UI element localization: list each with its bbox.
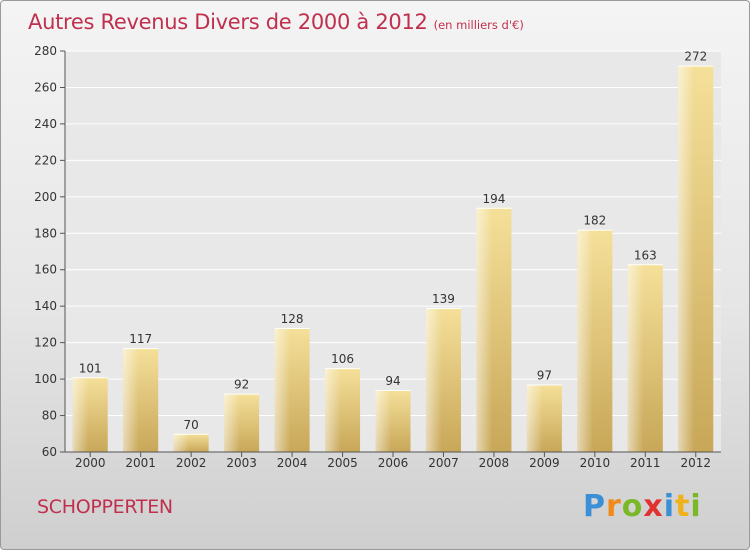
logo-letter: i xyxy=(663,489,676,524)
x-tick-label: 2006 xyxy=(378,456,409,470)
bar-highlight xyxy=(577,229,594,452)
y-tick-label: 100 xyxy=(34,372,57,386)
value-label: 97 xyxy=(537,369,552,383)
logo-letter: P xyxy=(583,489,606,524)
x-axis: 2000 2001 2002 2003 2004 2005 2006 2007 2008 2009… xyxy=(65,451,721,470)
value-label: 106 xyxy=(331,352,354,366)
y-tick-label: 240 xyxy=(34,117,57,131)
y-tick-label: 260 xyxy=(34,80,57,94)
value-label: 163 xyxy=(634,248,657,262)
x-tick-label: 2008 xyxy=(479,456,510,470)
x-tick-label: 2002 xyxy=(176,456,207,470)
bar-highlight xyxy=(526,384,543,452)
bar-highlight xyxy=(274,328,291,452)
value-label: 70 xyxy=(184,418,199,432)
bar-highlight xyxy=(627,264,644,452)
logo-letter: t xyxy=(675,489,691,524)
value-label: 182 xyxy=(583,214,606,228)
value-label: 128 xyxy=(281,312,304,326)
bar-highlight xyxy=(224,393,240,452)
y-tick-label: 120 xyxy=(34,336,57,350)
x-tick-label: 2011 xyxy=(630,456,661,470)
y-tick-label: 280 xyxy=(34,44,57,58)
value-label: 94 xyxy=(385,374,400,388)
y-axis: 60 80 100 120 140 160 180 200 220 240 260 280 xyxy=(34,44,66,459)
bar-highlight xyxy=(476,207,493,452)
logo-letter: x xyxy=(643,489,664,524)
bar-highlight xyxy=(425,308,442,452)
bar-highlight xyxy=(678,65,695,452)
x-tick-label: 2000 xyxy=(75,456,106,470)
bar-highlight xyxy=(72,377,89,452)
x-tick-label: 2010 xyxy=(580,456,611,470)
x-tick-label: 2003 xyxy=(226,456,257,470)
x-tick-label: 2007 xyxy=(428,456,459,470)
y-tick-label: 220 xyxy=(34,153,57,167)
y-tick-label: 80 xyxy=(42,409,57,423)
value-label: 92 xyxy=(234,378,249,392)
logo-letter: r xyxy=(606,489,622,524)
y-tick-label: 180 xyxy=(34,226,57,240)
commune-name: SCHOPPERTEN xyxy=(37,496,173,518)
x-tick-label: 2005 xyxy=(327,456,358,470)
value-label: 117 xyxy=(129,332,152,346)
bar-highlight xyxy=(173,433,190,452)
bar-highlight xyxy=(375,390,392,452)
y-tick-label: 160 xyxy=(34,263,57,277)
value-label: 194 xyxy=(482,192,505,206)
y-tick-label: 60 xyxy=(42,445,57,459)
title-text: Autres Revenus Divers de 2000 à 2012 xyxy=(28,10,428,34)
y-tick-label: 200 xyxy=(34,190,57,204)
value-label: 101 xyxy=(79,361,102,375)
chart-subtitle: (en milliers d'€) xyxy=(433,18,524,32)
value-label: 272 xyxy=(684,50,707,64)
value-labels: 101 117 70 92 128 106 94 139 194 97 182 163 272 xyxy=(79,50,707,432)
value-label: 139 xyxy=(432,292,455,306)
x-tick-label: 2004 xyxy=(277,456,308,470)
x-tick-label: 2012 xyxy=(680,456,711,470)
x-tick-label: 2001 xyxy=(125,456,156,470)
x-tick-label: 2009 xyxy=(529,456,560,470)
logo-letter: o xyxy=(621,489,644,524)
bar-highlight xyxy=(123,348,139,452)
bars xyxy=(72,65,714,452)
logo-letter: i xyxy=(690,489,702,524)
proxiti-logo: Proxiti xyxy=(583,489,702,524)
y-tick-label: 140 xyxy=(34,299,57,313)
bar-highlight xyxy=(325,368,341,452)
chart-title: Autres Revenus Divers de 2000 à 2012 (en … xyxy=(28,10,524,34)
